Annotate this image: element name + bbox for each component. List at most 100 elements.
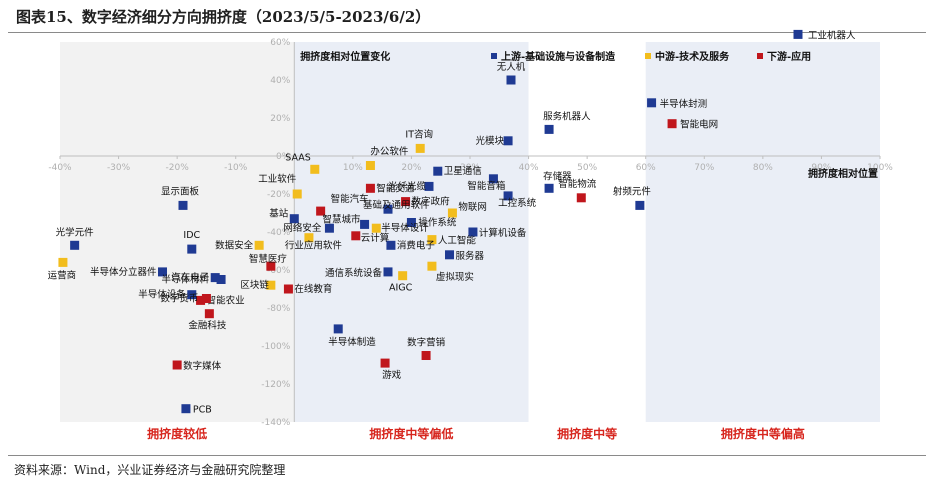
y-tick-label: -20% [267, 190, 291, 200]
x-tick-label: -20% [166, 163, 190, 173]
data-point [316, 206, 326, 216]
data-label: PCB [193, 405, 212, 416]
y-tick-label: 60% [270, 38, 290, 48]
data-label: 智慧城市 [323, 213, 362, 225]
data-point [371, 223, 381, 233]
data-point [488, 174, 498, 184]
data-label: 人工智能 [438, 235, 477, 247]
data-label: 数字政府 [412, 196, 451, 208]
zone-background [645, 42, 880, 422]
x-tick-label: 20% [401, 163, 421, 173]
y-tick-label: 40% [270, 76, 290, 86]
data-label: 半导体材料 [162, 274, 210, 286]
y-tick-label: -60% [267, 266, 291, 276]
data-point [292, 189, 302, 199]
x-tick-label: -30% [107, 163, 131, 173]
zone-background [60, 42, 295, 422]
data-label: 工业机器人 [808, 29, 856, 41]
data-label: 存储器 [543, 170, 572, 182]
data-point [304, 233, 314, 243]
data-label: SAAS [285, 152, 311, 163]
data-point [506, 75, 516, 85]
data-label: 基础及通用软件 [363, 199, 430, 211]
data-point [447, 208, 457, 218]
data-point [158, 267, 167, 277]
data-point [196, 295, 206, 305]
data-label: 金融科技 [188, 320, 227, 332]
data-label: 智能汽车 [331, 193, 369, 205]
data-label: 服务器 [456, 250, 485, 262]
data-label: 操作系统 [418, 217, 457, 229]
data-label: 智能电网 [680, 119, 718, 131]
data-point [445, 250, 454, 260]
data-label: 半导体制造 [328, 336, 376, 348]
data-label: 智能物流 [558, 178, 597, 190]
data-label: 工业软件 [258, 173, 297, 185]
data-point [401, 197, 411, 207]
data-label: 游戏 [382, 369, 402, 381]
data-label: IT咨询 [405, 128, 433, 140]
data-label: 区块链 [240, 279, 269, 291]
data-point [333, 324, 343, 334]
data-point [383, 204, 393, 214]
data-point [324, 223, 334, 233]
zone-background [528, 42, 646, 422]
x-tick-label: 70% [694, 163, 714, 173]
data-point [424, 181, 434, 191]
data-point [172, 360, 182, 370]
x-tick-label: 90% [811, 163, 831, 173]
data-label: 运营商 [48, 269, 77, 281]
x-tick-label: 30% [460, 163, 480, 173]
y-tick-label: -40% [267, 228, 291, 238]
zone-label: 拥挤度较低 [147, 426, 207, 441]
zone-label: 拥挤度中等偏高 [721, 426, 805, 441]
data-label: 显示面板 [161, 185, 200, 197]
data-point [283, 284, 293, 294]
data-label: 智能交通 [376, 182, 415, 194]
figure-title: 图表15、数字经济细分方向拥挤度（2023/5/5-2023/6/2） [16, 8, 431, 26]
data-point [386, 240, 396, 250]
data-point [667, 119, 677, 129]
data-point [187, 290, 197, 300]
x-tick-label: 40% [519, 163, 539, 173]
axes: -140% -120% -100% -80% -60% -40% -20% 0% 20% 40% 6… [48, 38, 893, 428]
x-axis-label: 拥挤度相对位置 [808, 167, 878, 180]
data-label: 在线教育 [294, 283, 332, 295]
data-label: 射频元件 [613, 185, 652, 197]
data-label: IDC [183, 230, 200, 241]
data-point [398, 271, 408, 281]
x-tick-label: 10% [343, 163, 363, 173]
data-point [310, 164, 320, 174]
data-point [360, 219, 370, 229]
x-tick-label: 60% [636, 163, 656, 173]
x-tick-label: 100% [867, 163, 893, 173]
data-label: 计算机设备 [479, 227, 527, 239]
data-label: 数字营销 [407, 337, 446, 349]
data-label: 虚拟现实 [436, 271, 474, 283]
data-point [254, 240, 264, 250]
data-point [178, 200, 188, 210]
data-point [544, 183, 554, 193]
data-label: 智能音箱 [467, 180, 505, 192]
zone-labels: 拥挤度较低 拥挤度中等偏低 拥挤度中等 拥挤度中等偏高 [147, 426, 805, 441]
legend-marker [491, 53, 497, 59]
x-tick-label: -10% [224, 163, 248, 173]
legend-marker [645, 53, 651, 59]
data-point [427, 235, 437, 245]
data-label: 半导体封测 [660, 98, 708, 110]
data-label: 服务机器人 [543, 110, 591, 122]
data-point [365, 183, 375, 193]
data-point [793, 29, 803, 39]
data-point [544, 124, 554, 134]
data-point [406, 218, 416, 227]
data-label: 卫星通信 [444, 165, 482, 177]
data-label: 数据安全 [215, 239, 254, 251]
y-axis-label: 拥挤度相对位置变化 [300, 50, 390, 63]
data-point [635, 200, 645, 210]
data-point [433, 166, 443, 176]
legend-label: 中游-技术及服务 [655, 50, 730, 63]
zone-label: 拥挤度中等偏低 [369, 426, 453, 441]
data-label: 半导体设计 [381, 222, 429, 234]
